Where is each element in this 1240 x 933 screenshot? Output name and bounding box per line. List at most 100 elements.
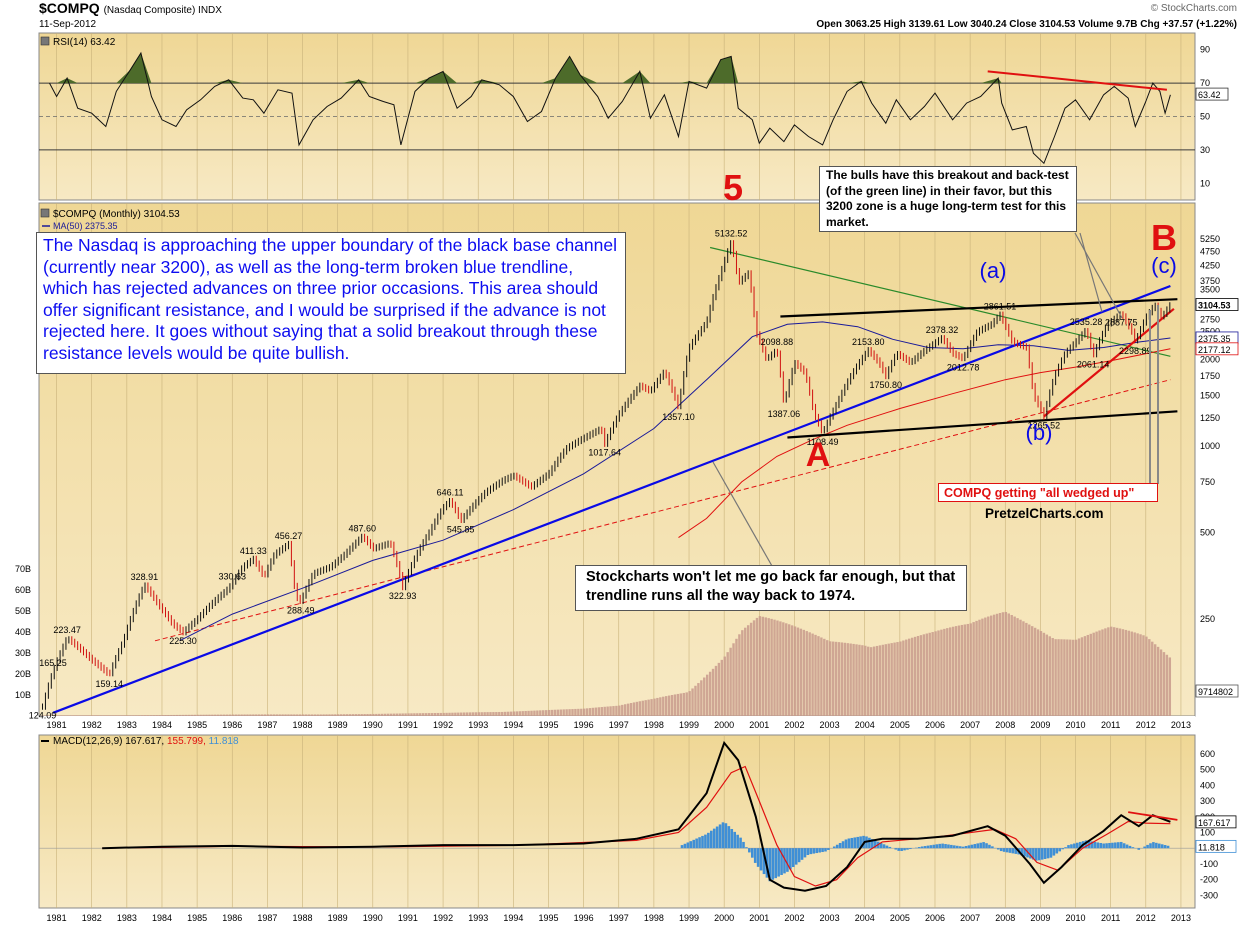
macd-hist-bar: [1111, 843, 1114, 849]
macd-year-tick: 1991: [398, 913, 418, 923]
volume-bar: [908, 639, 910, 716]
macd-hist-bar: [944, 844, 947, 848]
wave-A-label: A: [806, 436, 831, 474]
macd-hist-bar: [733, 832, 736, 848]
macd-hist-bar: [906, 848, 909, 849]
macd-hist-bar: [1047, 848, 1050, 858]
macd-hist-bar: [789, 848, 792, 869]
macd-year-tick: 1992: [433, 913, 453, 923]
volume-bar: [74, 715, 76, 716]
volume-bar: [712, 669, 714, 716]
price-point-label: 411.33: [240, 546, 267, 556]
volume-bar: [885, 644, 887, 716]
volume-bar: [399, 714, 401, 716]
price-point-label: 646.11: [437, 488, 464, 498]
volume-bar: [94, 715, 96, 716]
volume-bar: [390, 714, 392, 716]
macd-year-tick: 2006: [925, 913, 945, 923]
macd-hist-bar: [965, 846, 968, 848]
volume-bar: [478, 712, 480, 716]
macd-hist-bar: [710, 831, 713, 849]
volume-bar: [349, 714, 351, 716]
volume-bar: [1101, 629, 1103, 716]
volume-bar: [639, 701, 641, 716]
volume-bar: [876, 646, 878, 716]
volume-bar: [1081, 637, 1083, 716]
price-y-tick: 4250: [1200, 260, 1220, 270]
macd-hist-bar: [1161, 844, 1164, 848]
volume-bar: [1037, 629, 1039, 716]
macd-hist-bar: [927, 846, 930, 849]
price-y-tick: 3500: [1200, 285, 1220, 295]
volume-bar: [135, 715, 137, 716]
volume-bar: [445, 713, 447, 716]
macd-y-tick: 400: [1200, 780, 1215, 790]
volume-bar: [542, 710, 544, 716]
volume-bar: [858, 645, 860, 716]
macd-hist-bar: [845, 839, 848, 848]
volume-bar: [419, 713, 421, 716]
volume-bar: [191, 715, 193, 716]
stockcharts-watermark: © StockCharts.com: [1151, 3, 1237, 14]
volume-bar: [615, 706, 617, 716]
volume-bar: [197, 715, 199, 716]
macd-hist-bar: [941, 844, 944, 849]
volume-bar: [1119, 628, 1121, 716]
volume-bar: [1090, 634, 1092, 716]
volume-bar: [340, 714, 342, 716]
volume-bar: [677, 694, 679, 716]
volume-bar: [246, 714, 248, 716]
volume-bar: [697, 683, 699, 716]
volume-y-tick: 10B: [15, 690, 31, 700]
price-year-tick: 1988: [293, 720, 313, 730]
rsi-legend-title: RSI(14) 63.42: [53, 37, 116, 48]
volume-bar: [176, 715, 178, 716]
volume-bar: [855, 644, 857, 716]
macd-year-tick: 2009: [1030, 913, 1050, 923]
macd-legend-main: MACD(12,26,9) 167.617,: [53, 736, 167, 747]
volume-bar: [413, 713, 415, 716]
price-point-label: 1387.06: [768, 409, 801, 419]
volume-bar: [88, 715, 90, 716]
price-year-tick: 1983: [117, 720, 137, 730]
volume-bar: [879, 645, 881, 716]
macd-hist-bar: [1129, 846, 1132, 848]
volume-bar: [849, 644, 851, 716]
volume-bar: [273, 714, 275, 716]
macd-year-tick: 2012: [1136, 913, 1156, 923]
macd-hist-bar: [950, 845, 953, 848]
volume-bar: [604, 707, 606, 716]
volume-bar: [314, 714, 316, 716]
volume-bar: [911, 638, 913, 716]
macd-year-tick: 1987: [257, 913, 277, 923]
price-year-tick: 1985: [187, 720, 207, 730]
volume-bar: [255, 714, 257, 716]
volume-bar: [1046, 635, 1048, 716]
volume-bar: [1013, 617, 1015, 716]
volume-bar: [425, 713, 427, 716]
macd-hist-bar: [1009, 848, 1012, 853]
macd-y-tick: -300: [1200, 890, 1218, 900]
price-year-tick: 1987: [257, 720, 277, 730]
price-year-tick: 2004: [855, 720, 875, 730]
macd-hist-bar: [1064, 847, 1067, 848]
macd-hist-bar: [883, 844, 886, 848]
volume-bar: [1107, 627, 1109, 716]
volume-bar: [1069, 640, 1071, 716]
volume-bar: [785, 623, 787, 716]
macd-year-tick: 2013: [1171, 913, 1191, 923]
volume-bar: [516, 711, 518, 716]
volume-bar: [803, 630, 805, 716]
volume-bar: [317, 714, 319, 716]
volume-bar: [838, 642, 840, 716]
macd-year-tick: 1995: [538, 913, 558, 923]
price-legend-title: $COMPQ (Monthly) 3104.53: [53, 209, 180, 220]
volume-bar: [158, 715, 160, 716]
price-point-label: 456.27: [275, 531, 303, 541]
macd-hist-bar: [897, 848, 900, 851]
volume-bar: [103, 715, 105, 716]
price-point-label: 223.47: [53, 625, 81, 635]
volume-bar: [905, 640, 907, 716]
volume-bar: [305, 714, 307, 716]
volume-bar: [580, 709, 582, 716]
